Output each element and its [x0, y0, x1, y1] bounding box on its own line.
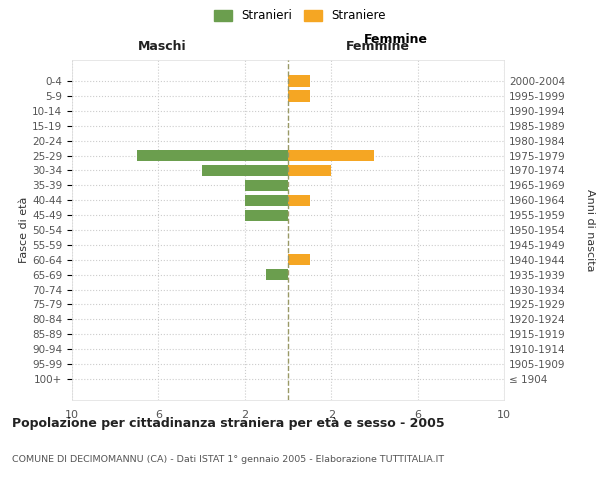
Bar: [288, 165, 331, 176]
Y-axis label: Anni di nascita: Anni di nascita: [585, 188, 595, 271]
Text: COMUNE DI DECIMOMANNU (CA) - Dati ISTAT 1° gennaio 2005 - Elaborazione TUTTITALI: COMUNE DI DECIMOMANNU (CA) - Dati ISTAT …: [12, 455, 444, 464]
Text: Popolazione per cittadinanza straniera per età e sesso - 2005: Popolazione per cittadinanza straniera p…: [12, 418, 445, 430]
Y-axis label: Fasce di età: Fasce di età: [19, 197, 29, 263]
Bar: [245, 210, 288, 220]
Bar: [137, 150, 288, 161]
Bar: [288, 254, 310, 266]
Text: Maschi: Maschi: [137, 40, 187, 52]
Bar: [288, 150, 374, 161]
Bar: [202, 165, 288, 176]
Bar: [245, 180, 288, 191]
Legend: Stranieri, Straniere: Stranieri, Straniere: [211, 6, 389, 26]
Bar: [288, 76, 310, 86]
Bar: [288, 90, 310, 102]
Text: Femmine: Femmine: [364, 34, 428, 46]
Bar: [288, 194, 310, 206]
Bar: [266, 269, 288, 280]
Text: Femmine: Femmine: [346, 40, 410, 52]
Bar: [245, 194, 288, 206]
